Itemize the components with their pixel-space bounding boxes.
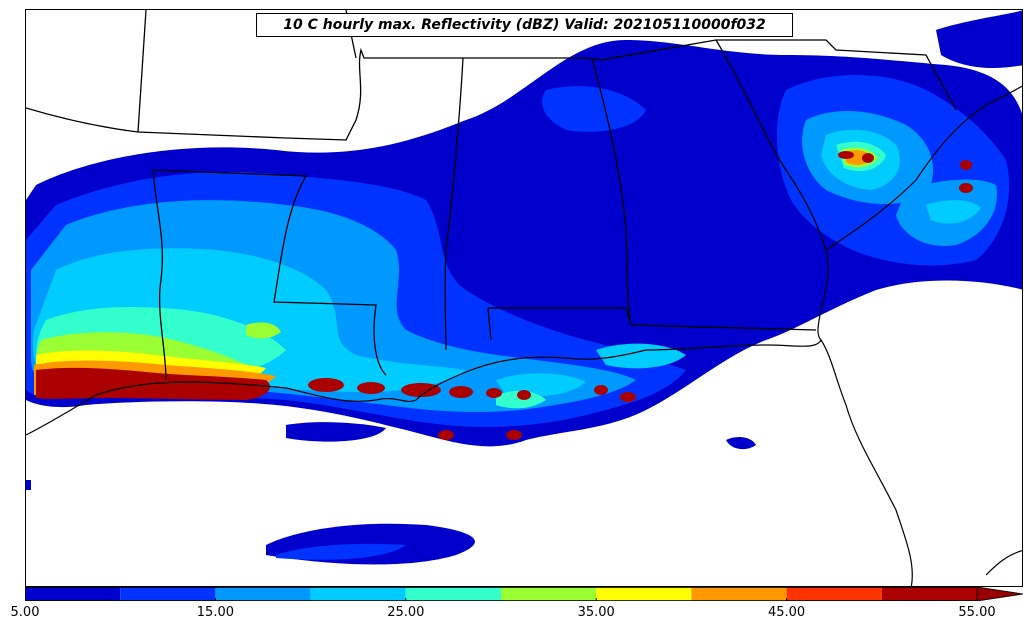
reflectivity-map — [26, 10, 1022, 586]
colorbar — [25, 587, 1023, 601]
colorbar-segment — [691, 587, 787, 601]
colorbar-segment — [25, 587, 121, 601]
coastline — [26, 85, 1022, 586]
colorbar-segment — [881, 587, 977, 601]
colorbar-tick-label: 5.00 — [10, 605, 40, 620]
colorbar-segment — [120, 587, 216, 601]
state-boundaries — [26, 10, 957, 381]
colorbar-segment — [786, 587, 882, 601]
colorbar-tick-label: 25.00 — [387, 605, 425, 620]
colorbar-segment — [596, 587, 692, 601]
colorbar-segment — [501, 587, 597, 601]
colorbar-segment — [405, 587, 501, 601]
colorbar-tick-label: 15.00 — [196, 605, 234, 620]
colorbar-tick-label: 35.00 — [577, 605, 615, 620]
colorbar-tick-label: 45.00 — [767, 605, 806, 620]
colorbar-segment — [215, 587, 311, 601]
map-title: 10 C hourly max. Reflectivity (dBZ) Vali… — [256, 13, 793, 37]
map-panel — [25, 9, 1023, 587]
colorbar-tick-label: 55.00 — [958, 605, 996, 620]
colorbar-segment — [310, 587, 406, 601]
colorbar-extend-arrow — [976, 587, 1023, 601]
